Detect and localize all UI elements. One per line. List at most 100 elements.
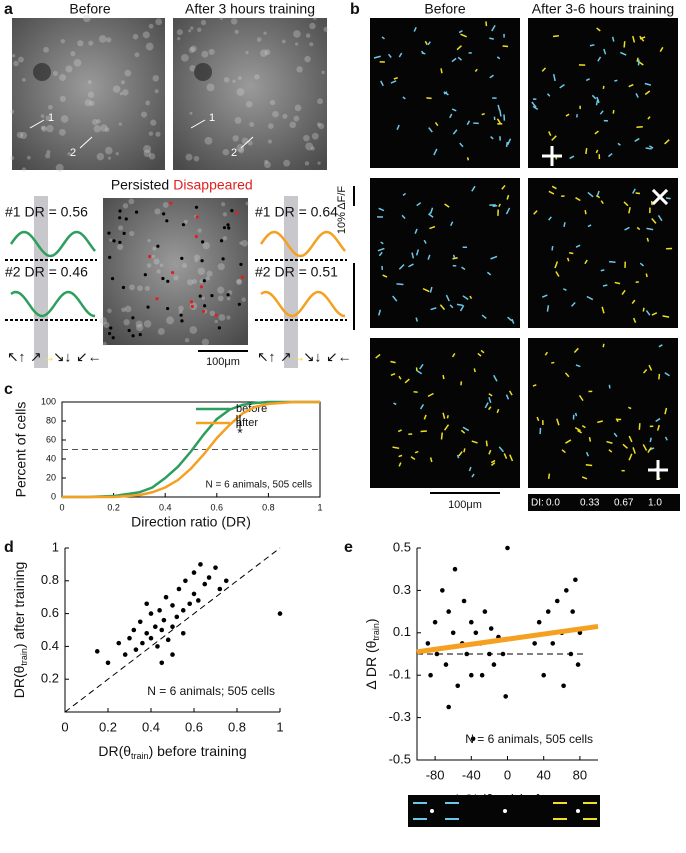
direction-arrow — [398, 264, 405, 270]
direction-arrow — [459, 304, 465, 312]
direction-arrow — [471, 473, 475, 478]
scatter-point — [561, 683, 566, 689]
y-tick-label: -0.3 — [389, 709, 411, 724]
direction-arrow — [551, 361, 555, 364]
direction-arrow — [600, 200, 604, 205]
cell-blob — [107, 156, 112, 160]
scatter-point — [157, 608, 162, 613]
y-axis-label: Percent of cells — [13, 402, 29, 498]
direction-arrow — [544, 351, 549, 356]
direction-arrow — [533, 210, 538, 215]
cell-blob — [43, 46, 49, 53]
direction-arrow — [581, 476, 588, 480]
scatter-point — [144, 630, 149, 636]
direction-arrow — [628, 453, 633, 461]
direction-arrow — [393, 402, 397, 406]
cell-blob — [120, 80, 125, 85]
cell-dot — [240, 275, 245, 279]
direction-arrow — [624, 226, 630, 231]
cell-blob — [189, 326, 198, 334]
annotation: N = 6 animals; 505 cells — [147, 684, 275, 698]
direction-glyph: ↓ — [65, 349, 72, 365]
scatter-point — [452, 566, 458, 572]
cell-dot — [201, 240, 205, 244]
cell-blob — [98, 35, 107, 43]
direction-arrow — [429, 457, 433, 463]
scatter-point — [202, 581, 208, 587]
cell-dot — [161, 276, 165, 281]
cell-blob — [134, 52, 140, 58]
cell-dot — [122, 231, 126, 235]
cell-blob — [89, 100, 95, 107]
cell-dot — [134, 210, 139, 214]
cell-blob — [21, 167, 26, 172]
x-axis-label: DR(θtrain) before training — [98, 743, 246, 762]
direction-arrow — [606, 440, 613, 444]
stim-cross — [651, 188, 669, 206]
scatter-point — [198, 562, 203, 567]
direction-glyph: ↙ — [76, 349, 88, 365]
scatter-point — [161, 617, 167, 623]
cell-blob — [140, 111, 148, 118]
cell-dot — [230, 208, 234, 213]
cell-blob — [46, 124, 54, 133]
direction-arrow — [632, 35, 636, 43]
direction-arrow — [632, 447, 636, 454]
scatter-point — [446, 704, 451, 710]
cell-dot — [127, 328, 131, 333]
cell-blob — [58, 128, 66, 136]
direction-arrow — [468, 466, 472, 472]
direction-glyph: → — [292, 349, 306, 365]
direction-arrow — [390, 360, 396, 364]
direction-arrow — [599, 110, 604, 115]
direction-arrow — [388, 53, 392, 58]
cell-dot — [227, 226, 231, 230]
cell-dot — [237, 302, 241, 306]
scatter-point — [176, 586, 182, 592]
cell-dot — [118, 240, 122, 244]
arrow-map — [370, 338, 520, 488]
di-label: DI: — [531, 498, 544, 509]
x-tick-label: 0.8 — [228, 719, 246, 734]
scatter-point — [575, 662, 581, 667]
direction-arrow — [449, 304, 454, 309]
direction-arrow — [450, 221, 454, 227]
cell-blob — [166, 316, 175, 325]
direction-arrow — [505, 394, 510, 400]
cell-blob — [201, 50, 209, 58]
scatter-point — [94, 649, 100, 654]
direction-arrow — [488, 393, 493, 397]
cell-dot — [124, 217, 128, 221]
direction-arrow — [474, 68, 478, 73]
cell-blob — [321, 70, 325, 75]
direction-arrow — [632, 188, 636, 194]
cell-blob — [259, 49, 268, 57]
direction-arrow — [451, 57, 457, 63]
direction-arrow — [584, 209, 587, 215]
direction-arrow — [440, 68, 443, 74]
direction-arrow — [490, 459, 496, 464]
direction-arrow — [577, 429, 582, 434]
scatter-point — [541, 672, 546, 678]
direction-arrow — [481, 314, 487, 320]
direction-arrow — [499, 109, 502, 117]
x-tick-label: 1 — [317, 502, 322, 512]
cell-dot — [108, 255, 112, 259]
direction-arrow — [615, 418, 619, 423]
cell-blob — [234, 116, 242, 124]
cell-dot — [199, 285, 204, 289]
scatter-point — [105, 660, 111, 666]
cell-blob — [323, 26, 329, 32]
cell-dot — [131, 334, 135, 338]
cell-pointer — [29, 119, 45, 129]
direction-arrow — [621, 289, 626, 296]
direction-arrow — [492, 204, 498, 208]
y-tick-label: 0.6 — [41, 605, 59, 620]
micrograph — [173, 18, 327, 170]
direction-arrow — [658, 344, 663, 348]
cell-blob — [190, 26, 194, 30]
cell-blob — [249, 121, 255, 127]
direction-arrow — [380, 241, 384, 245]
direction-glyph: ↖ — [257, 349, 269, 365]
cell-blob — [45, 115, 51, 121]
